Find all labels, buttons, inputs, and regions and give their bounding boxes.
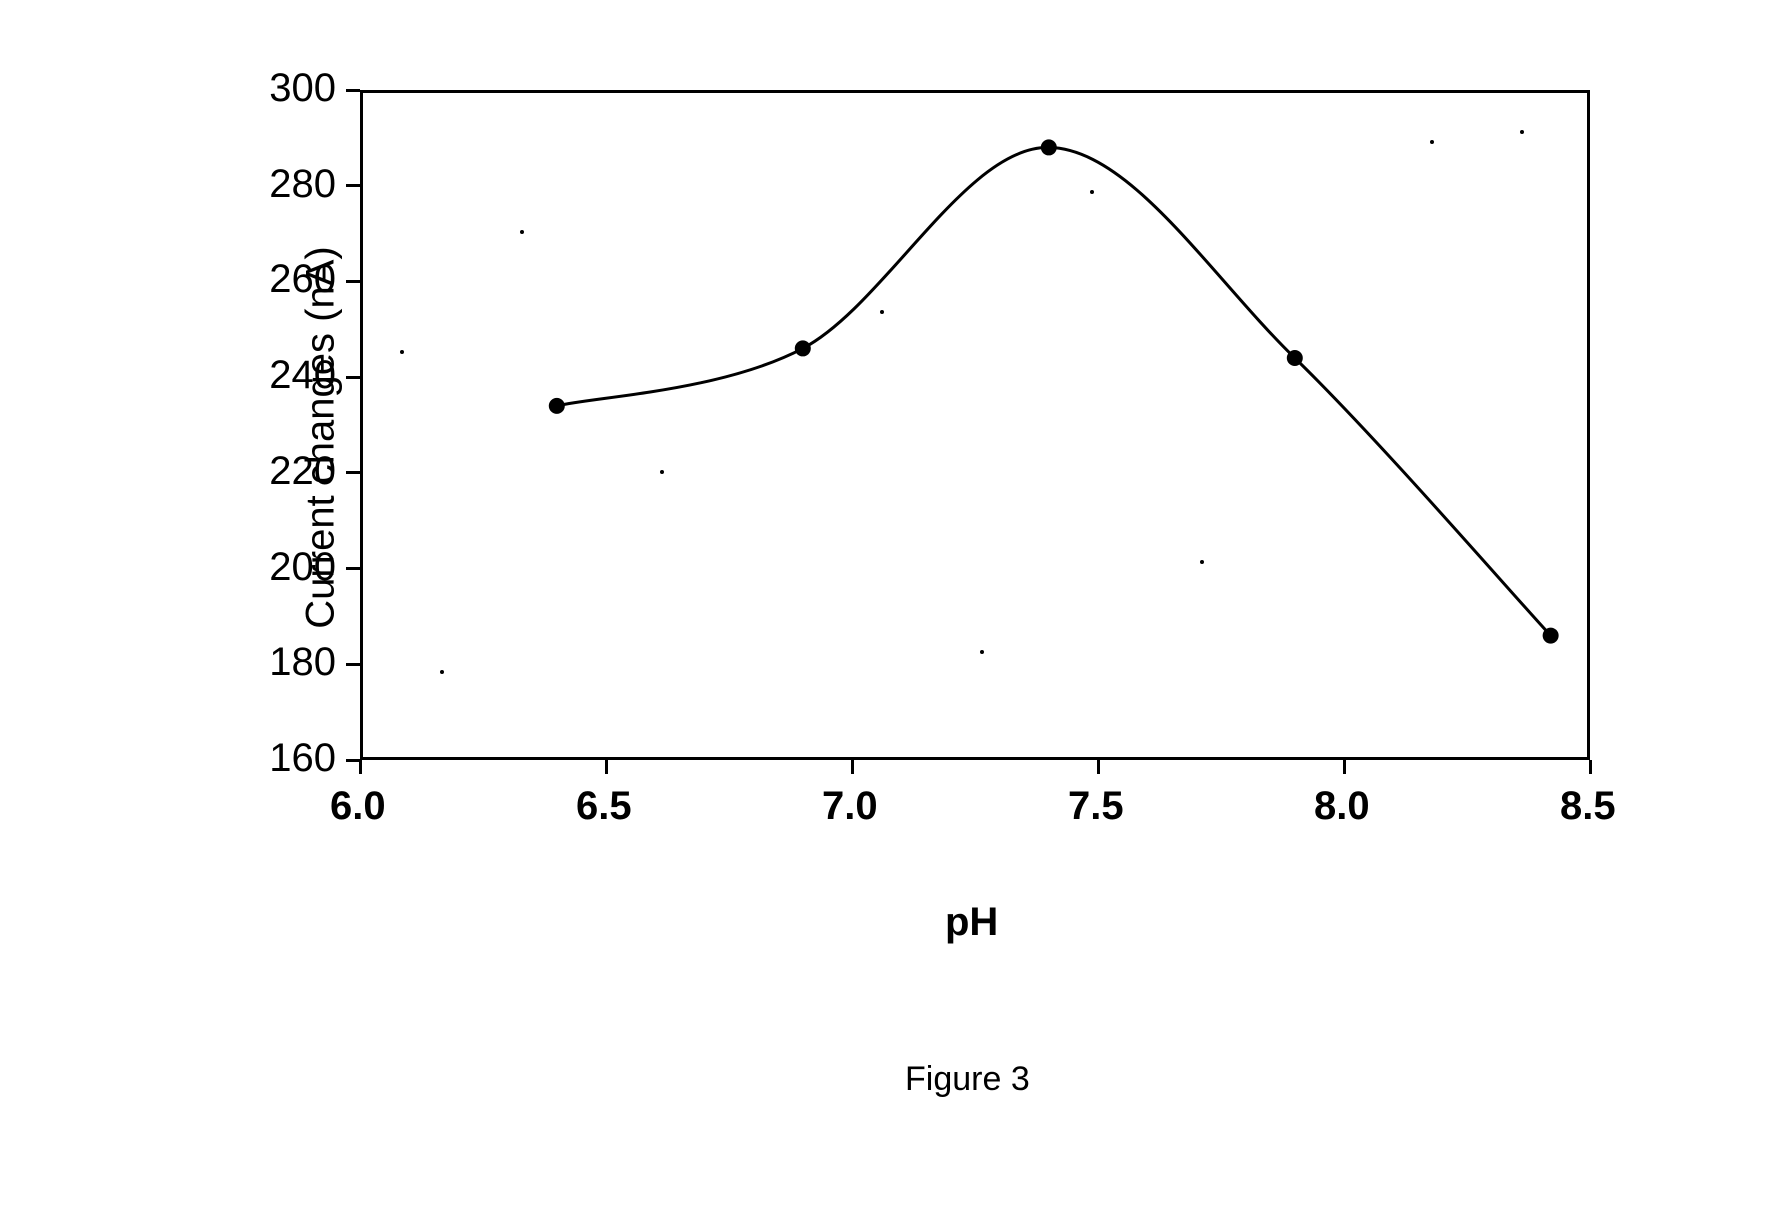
x-tick-label: 8.5 [1560,784,1616,829]
data-point [549,398,565,414]
y-tick-label: 280 [269,162,336,207]
x-tick-label: 7.5 [1068,784,1124,829]
x-axis-label: pH [945,900,998,945]
x-tick [1097,760,1100,774]
scan-noise [1430,140,1434,144]
data-point [795,340,811,356]
x-tick-label: 6.0 [330,784,386,829]
y-tick-label: 260 [269,257,336,302]
scan-noise [1200,560,1204,564]
scan-noise [520,230,524,234]
y-tick [346,663,360,666]
series-line [557,147,1551,635]
scan-noise [1090,190,1094,194]
scan-noise [400,350,404,354]
figure-caption: Figure 3 [905,1060,1030,1099]
chart-container: Current changes (nA) pH Figure 3 1601802… [100,50,1650,950]
x-tick-label: 8.0 [1314,784,1370,829]
x-tick [605,760,608,774]
y-tick-label: 180 [269,640,336,685]
scan-noise [660,470,664,474]
y-tick-label: 300 [269,66,336,111]
scan-noise [1520,130,1524,134]
x-tick-label: 7.0 [822,784,878,829]
scan-noise [880,310,884,314]
x-tick [1343,760,1346,774]
data-point [1543,628,1559,644]
x-tick-label: 6.5 [576,784,632,829]
y-tick [346,471,360,474]
scan-noise [980,650,984,654]
x-tick [1589,760,1592,774]
y-tick [346,184,360,187]
data-point [1287,350,1303,366]
y-tick [346,89,360,92]
x-tick [359,760,362,774]
scan-noise [440,670,444,674]
y-tick-label: 240 [269,353,336,398]
y-tick-label: 160 [269,736,336,781]
y-tick [346,567,360,570]
y-tick [346,280,360,283]
y-tick-label: 200 [269,545,336,590]
data-point [1041,139,1057,155]
x-tick [851,760,854,774]
y-tick-label: 220 [269,449,336,494]
y-tick [346,376,360,379]
